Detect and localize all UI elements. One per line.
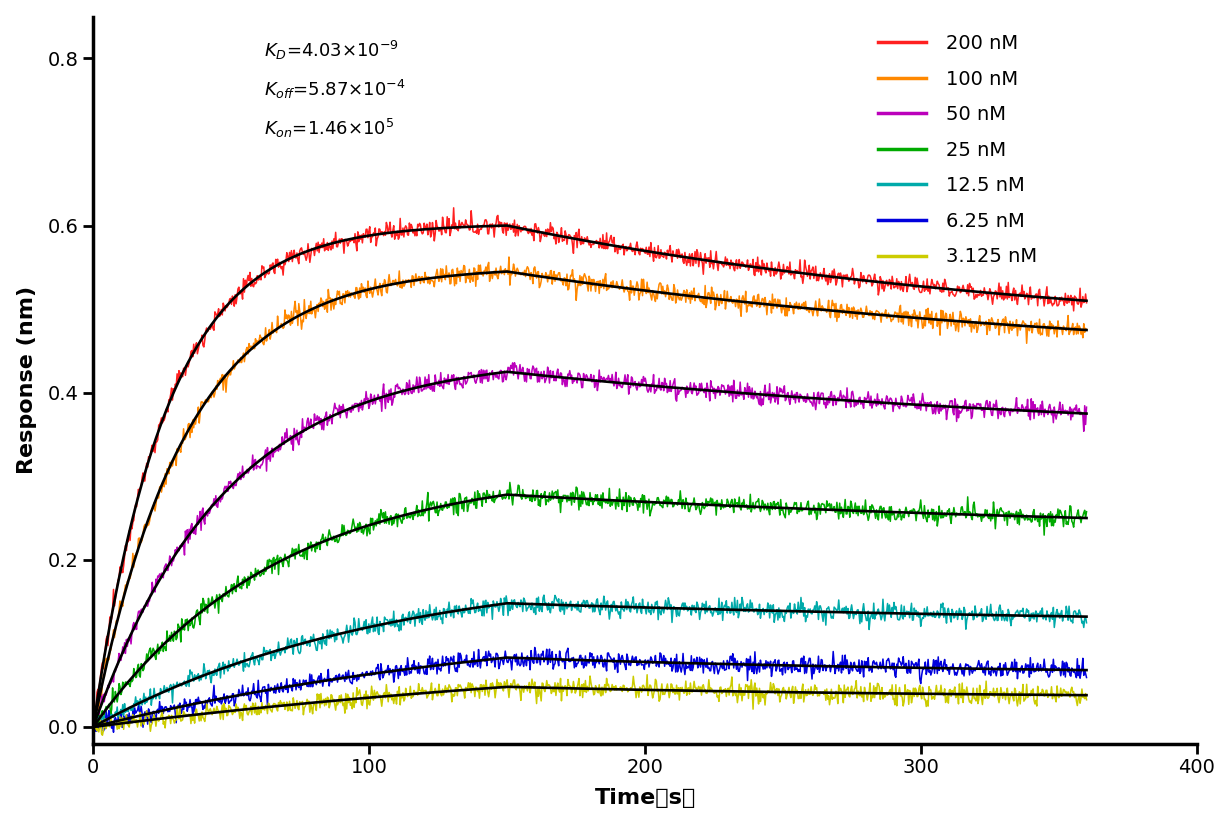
- X-axis label: Time（s）: Time（s）: [595, 789, 696, 808]
- Legend: 200 nM, 100 nM, 50 nM, 25 nM, 12.5 nM, 6.25 nM, 3.125 nM: 200 nM, 100 nM, 50 nM, 25 nM, 12.5 nM, 6…: [870, 26, 1045, 274]
- Y-axis label: Response (nm): Response (nm): [17, 286, 37, 474]
- Text: $K_D$=4.03×10$^{-9}$
$K_{off}$=5.87×10$^{-4}$
$K_{on}$=1.46×10$^{5}$: $K_D$=4.03×10$^{-9}$ $K_{off}$=5.87×10$^…: [265, 39, 405, 140]
